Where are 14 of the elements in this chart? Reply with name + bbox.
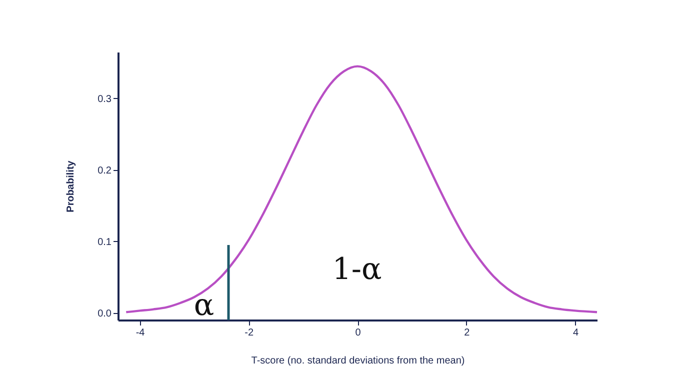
y-tick-label: 0.0 xyxy=(98,308,112,320)
y-axis-title: Probability xyxy=(66,160,77,212)
y-tick-label: 0.2 xyxy=(98,165,112,176)
annotation: α xyxy=(194,288,214,323)
x-tick-label: 4 xyxy=(572,328,579,338)
x-tick-label: 0 xyxy=(355,328,362,338)
annotation: 1-α xyxy=(332,252,382,287)
x-tick-label: -2 xyxy=(244,328,254,338)
line-series xyxy=(125,65,598,314)
y-tick-label: 0.1 xyxy=(98,236,112,248)
x-tick-label: 2 xyxy=(464,328,470,338)
x-axis-title: T-score (no. standard deviations from the mean) xyxy=(251,356,465,366)
x-tick-label: -4 xyxy=(136,328,146,338)
y-tick-label: 0.3 xyxy=(98,94,112,105)
